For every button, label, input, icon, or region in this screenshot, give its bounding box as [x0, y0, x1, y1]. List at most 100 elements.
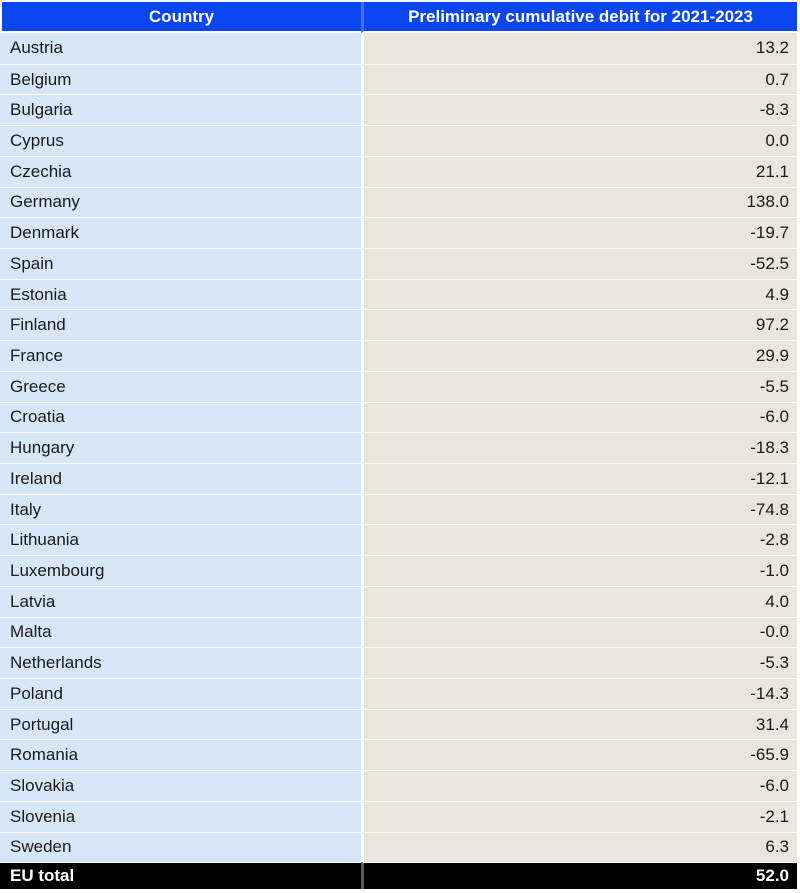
country-label: Poland [10, 683, 63, 703]
country-label: Croatia [10, 407, 65, 427]
value-cell: 6.3 [361, 831, 797, 863]
country-label: Sweden [10, 837, 72, 857]
country-label: Germany [10, 192, 80, 212]
country-cell: Italy [0, 493, 361, 525]
country-label: Greece [10, 376, 66, 396]
country-cell: Poland [0, 677, 361, 709]
table-row: Lithuania -2.8 [0, 524, 797, 556]
table-row: Portugal 31.4 [0, 708, 797, 740]
country-cell: Spain [0, 247, 361, 279]
value-label: 0.7 [765, 69, 789, 89]
country-cell: Bulgaria [0, 94, 361, 126]
value-cell: 31.4 [361, 708, 797, 740]
country-label: Spain [10, 253, 54, 273]
value-label: -6.0 [759, 407, 789, 427]
value-cell: 97.2 [361, 309, 797, 341]
value-cell: -5.5 [361, 370, 797, 402]
table-row: Ireland -12.1 [0, 462, 797, 494]
country-cell: Latvia [0, 585, 361, 617]
country-label: Ireland [10, 468, 62, 488]
value-label: 4.9 [765, 284, 789, 304]
value-cell: -12.1 [361, 462, 797, 494]
value-label: -1.0 [759, 560, 789, 580]
value-label: 21.1 [755, 161, 789, 181]
country-label: Netherlands [10, 653, 102, 673]
value-cell: 138.0 [361, 186, 797, 218]
country-label: France [10, 345, 63, 365]
value-cell: 29.9 [361, 340, 797, 371]
table-row: Austria 13.2 [0, 33, 797, 64]
country-label: Hungary [10, 438, 75, 458]
table-row: Estonia 4.9 [0, 278, 797, 310]
table-row: Denmark -19.7 [0, 217, 797, 248]
table-row: Hungary -18.3 [0, 432, 797, 463]
country-label: Romania [10, 745, 79, 765]
country-label: Slovenia [10, 806, 76, 826]
table-row: Romania -65.9 [0, 739, 797, 771]
value-cell: -6.0 [361, 401, 797, 433]
value-label: 6.3 [765, 837, 789, 857]
table-row: Greece -5.5 [0, 370, 797, 402]
country-cell: Slovakia [0, 770, 361, 801]
table-row: Italy -74.8 [0, 493, 797, 525]
value-label: -2.8 [759, 530, 789, 550]
country-cell: Slovenia [0, 800, 361, 832]
table-row: Croatia -6.0 [0, 401, 797, 433]
value-label: -12.1 [750, 468, 789, 488]
value-cell: -5.3 [361, 647, 797, 678]
country-cell: Hungary [0, 432, 361, 463]
country-label: Malta [10, 622, 52, 642]
table-row: France 29.9 [0, 340, 797, 371]
country-label: Latvia [10, 591, 56, 611]
value-cell: -8.3 [361, 94, 797, 126]
table-row: Finland 97.2 [0, 309, 797, 341]
country-label: Denmark [10, 223, 79, 243]
table-row: Sweden 6.3 [0, 831, 797, 863]
table-row: Belgium 0.7 [0, 63, 797, 95]
value-label: -8.3 [759, 100, 789, 120]
country-cell: Germany [0, 186, 361, 218]
country-label: Estonia [10, 284, 67, 304]
value-label: -0.0 [759, 622, 789, 642]
value-label: -6.0 [759, 775, 789, 795]
value-cell: 4.0 [361, 585, 797, 617]
country-cell: Lithuania [0, 524, 361, 556]
table-row: Cyprus 0.0 [0, 125, 797, 156]
country-label: Portugal [10, 714, 74, 734]
value-label: -19.7 [750, 223, 789, 243]
value-label: -5.3 [759, 653, 789, 673]
table-header-row: Country Preliminary cumulative debit for… [2, 0, 797, 33]
value-cell: -65.9 [361, 739, 797, 771]
country-label: Luxembourg [10, 560, 105, 580]
value-cell: -2.8 [361, 524, 797, 556]
header-country-label: Country [148, 6, 215, 26]
value-label: 138.0 [746, 192, 789, 212]
total-value: 52.0 [755, 866, 789, 886]
country-cell: Croatia [0, 401, 361, 433]
table-row: Slovakia -6.0 [0, 770, 797, 801]
value-cell: -1.0 [361, 555, 797, 586]
table-row: Bulgaria -8.3 [0, 94, 797, 126]
value-cell: -2.1 [361, 800, 797, 832]
country-cell: Netherlands [0, 647, 361, 678]
header-country-cell: Country [2, 2, 361, 33]
value-cell: -14.3 [361, 677, 797, 709]
value-label: 4.0 [765, 591, 789, 611]
table-row: Malta -0.0 [0, 616, 797, 648]
value-label: 13.2 [755, 38, 789, 58]
total-label: EU total [10, 866, 75, 886]
value-label: -18.3 [750, 438, 789, 458]
country-cell: Ireland [0, 462, 361, 494]
table-row: Spain -52.5 [0, 247, 797, 279]
value-label: -5.5 [759, 376, 789, 396]
value-cell: -52.5 [361, 247, 797, 279]
value-label: -52.5 [750, 253, 789, 273]
country-cell: Cyprus [0, 125, 361, 156]
total-label-cell: EU total [0, 862, 361, 890]
country-label: Finland [10, 315, 66, 335]
value-label: 97.2 [755, 315, 789, 335]
total-row: EU total 52.0 [0, 862, 797, 890]
value-label: -2.1 [759, 806, 789, 826]
country-cell: France [0, 340, 361, 371]
country-cell: Estonia [0, 278, 361, 310]
